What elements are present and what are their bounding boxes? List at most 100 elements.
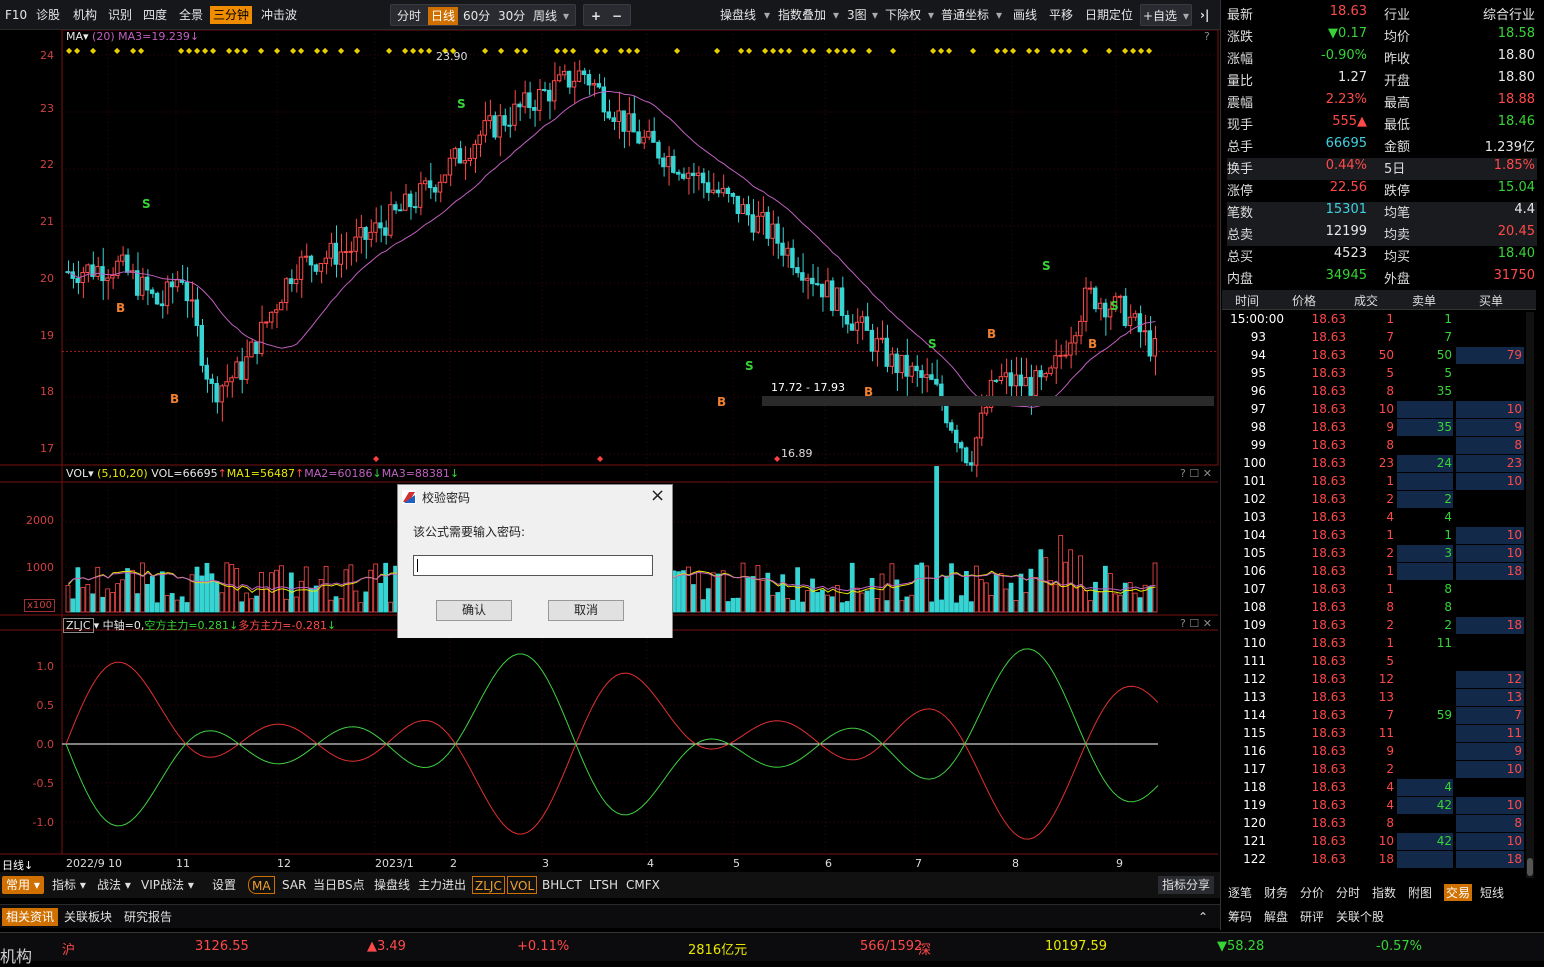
period-30min[interactable]: 30分 — [498, 9, 526, 23]
tab-zljc[interactable]: ZLJC — [472, 876, 505, 894]
trade-row[interactable]: 103 18.63 4 4 — [1222, 509, 1527, 527]
period-60min[interactable]: 60分 — [463, 9, 491, 23]
strategy-tab[interactable]: 战法 ▾ — [97, 878, 131, 892]
tab-main-flow[interactable]: 主力进出 — [418, 878, 467, 892]
tab-cmfx[interactable]: CMFX — [626, 878, 660, 892]
x-period-label[interactable]: 日线↓ — [2, 859, 34, 872]
vip-strategy-tab[interactable]: VIP战法 ▾ — [141, 878, 194, 892]
draw-line-button[interactable]: 画线 — [1013, 8, 1038, 22]
chevron-down-icon[interactable]: ▾ — [88, 467, 94, 480]
settings-tab[interactable]: 设置 — [212, 878, 237, 892]
right-tab[interactable]: 短线 — [1480, 886, 1505, 900]
trade-row[interactable]: 122 18.63 18 18 — [1222, 851, 1527, 869]
common-tab[interactable]: 常用 ▾ — [2, 876, 44, 894]
trade-row[interactable]: 115 18.63 11 11 — [1222, 725, 1527, 743]
tab-ma[interactable]: MA — [248, 876, 275, 894]
sz-label[interactable]: 深 — [918, 943, 932, 958]
trade-row[interactable]: 97 18.63 10 10 — [1222, 401, 1527, 419]
date-locate-button[interactable]: 日期定位 — [1085, 8, 1134, 22]
impact-wave-button[interactable]: 冲击波 — [261, 8, 298, 22]
trade-row[interactable]: 105 18.63 2 3 10 — [1222, 545, 1527, 563]
coordinate-menu[interactable]: 普通坐标 — [941, 8, 990, 22]
trade-row[interactable]: 99 18.63 8 8 — [1222, 437, 1527, 455]
chevron-down-icon[interactable]: ▾ — [872, 8, 879, 22]
zoom-in-button[interactable]: + — [591, 9, 602, 23]
trade-row[interactable]: 117 18.63 2 10 — [1222, 761, 1527, 779]
zljc-name[interactable]: ZLJC — [63, 618, 94, 633]
trade-row[interactable]: 100 18.63 23 24 23 — [1222, 455, 1527, 473]
right-tab[interactable]: 研评 — [1300, 910, 1325, 924]
sh-label[interactable]: 沪 — [62, 943, 76, 958]
three-chart-menu[interactable]: 3图 — [847, 8, 867, 22]
chart-area[interactable]: ◆ ◆ ◆ ◆ ◆ ◆ ◆ ◆ ◆ ◆ ◆ ◆ ◆ ◆ ◆ ◆ ◆ ◆ ◆ ◆ ◆ ◆ ◆ ◆ ◆ ◆ ◆ ◆ ◆ ◆ ◆ ◆ ◆ ◆ ◆ ◆ ◆ ◆ ◆ ◆… — [0, 30, 1220, 872]
research-report-tab[interactable]: 研究报告 — [124, 910, 173, 924]
identify-button[interactable]: 识别 — [108, 8, 133, 22]
related-sectors-tab[interactable]: 关联板块 — [64, 910, 113, 924]
tab-bhlct[interactable]: BHLCT — [542, 878, 582, 892]
right-tab[interactable]: 分价 — [1300, 886, 1325, 900]
operating-line-menu[interactable]: 操盘线 — [720, 8, 757, 22]
trade-row[interactable]: 121 18.63 10 42 10 — [1222, 833, 1527, 851]
trade-row[interactable]: 111 18.63 5 — [1222, 653, 1527, 671]
panorama-button[interactable]: 全景 — [179, 8, 204, 22]
three-minute-button[interactable]: 三分钟 — [210, 6, 253, 24]
pan-button[interactable]: 平移 — [1049, 8, 1074, 22]
panel-controls-icon[interactable]: ? ☐ ✕ — [1180, 617, 1212, 630]
trade-row[interactable]: 96 18.63 8 35 — [1222, 383, 1527, 401]
help-icon[interactable]: ? — [1204, 30, 1210, 43]
trade-row[interactable]: 120 18.63 8 8 — [1222, 815, 1527, 833]
trade-row[interactable]: 109 18.63 2 2 18 — [1222, 617, 1527, 635]
indicator-share-button[interactable]: 指标分享 — [1158, 876, 1215, 894]
kline-chart[interactable]: ◆ ◆ ◆ ◆ ◆ ◆ ◆ ◆ ◆ ◆ ◆ ◆ ◆ ◆ ◆ ◆ ◆ ◆ ◆ ◆ ◆ ◆ ◆ ◆ ◆ ◆ ◆ ◆ ◆ ◆ ◆ ◆ ◆ ◆ ◆ ◆ ◆ ◆ ◆ ◆… — [0, 30, 1220, 870]
right-tab[interactable]: 关联个股 — [1336, 910, 1385, 924]
right-tab[interactable]: 解盘 — [1264, 910, 1289, 924]
related-news-tab[interactable]: 相关资讯 — [2, 908, 59, 926]
chevron-down-icon[interactable]: ▾ — [928, 8, 935, 22]
collapse-icon[interactable]: ⌃ — [1198, 910, 1209, 924]
trade-row[interactable]: 101 18.63 1 10 — [1222, 473, 1527, 491]
trade-row[interactable]: 102 18.63 2 2 — [1222, 491, 1527, 509]
trade-row[interactable]: 108 18.63 8 8 — [1222, 599, 1527, 617]
trade-scrollbar[interactable] — [1526, 312, 1534, 878]
right-tab[interactable]: 逐笔 — [1228, 886, 1253, 900]
tab-vol[interactable]: VOL — [507, 876, 538, 894]
period-intraday[interactable]: 分时 — [397, 9, 422, 23]
period-weekly[interactable]: 周线 — [533, 9, 558, 23]
trade-row[interactable]: 104 18.63 1 1 10 — [1222, 527, 1527, 545]
trade-row[interactable]: 93 18.63 7 7 — [1222, 329, 1527, 347]
trade-row[interactable]: 118 18.63 4 4 — [1222, 779, 1527, 797]
trade-row[interactable]: 113 18.63 13 13 — [1222, 689, 1527, 707]
confirm-button[interactable]: 确认 — [436, 600, 512, 621]
add-watchlist-button[interactable]: +自选 — [1143, 9, 1178, 23]
chevron-down-icon[interactable]: ▾ — [83, 30, 89, 43]
tab-sar[interactable]: SAR — [282, 878, 307, 892]
tab-bs-point[interactable]: 当日BS点 — [313, 878, 365, 892]
tab-operating-line[interactable]: 操盘线 — [374, 878, 411, 892]
index-overlay-menu[interactable]: 指数叠加 — [778, 8, 827, 22]
chevron-down-icon[interactable]: ▾ — [563, 9, 570, 23]
indicator-tab[interactable]: 指标 ▾ — [52, 878, 86, 892]
diagnose-button[interactable]: 诊股 — [36, 8, 61, 22]
trade-row[interactable]: 98 18.63 9 35 9 — [1222, 419, 1527, 437]
trade-row[interactable]: 15:00:00 18.63 1 1 — [1222, 311, 1527, 329]
right-tab[interactable]: 指数 — [1372, 886, 1397, 900]
trade-row[interactable]: 112 18.63 12 12 — [1222, 671, 1527, 689]
period-daily[interactable]: 日线 — [428, 7, 459, 25]
four-degree-button[interactable]: 四度 — [143, 8, 168, 22]
tab-ltsh[interactable]: LTSH — [589, 878, 619, 892]
zoom-out-button[interactable]: − — [612, 9, 623, 23]
institution-button[interactable]: 机构 — [73, 8, 98, 22]
right-tab[interactable]: 交易 — [1444, 884, 1473, 901]
trade-row[interactable]: 95 18.63 5 5 — [1222, 365, 1527, 383]
trade-row[interactable]: 106 18.63 1 18 — [1222, 563, 1527, 581]
right-tab[interactable]: 附图 — [1408, 886, 1433, 900]
ex-rights-menu[interactable]: 下除权 — [885, 8, 922, 22]
right-tab[interactable]: 分时 — [1336, 886, 1361, 900]
chevron-down-icon[interactable]: ▾ — [93, 619, 100, 632]
password-input[interactable] — [413, 555, 653, 576]
trade-row[interactable]: 119 18.63 4 42 10 — [1222, 797, 1527, 815]
panel-controls-icon[interactable]: ? ☐ ✕ — [1180, 467, 1212, 480]
chevron-down-icon[interactable]: ▾ — [996, 8, 1003, 22]
chevron-down-icon[interactable]: ▾ — [833, 8, 840, 22]
trade-row[interactable]: 116 18.63 9 9 — [1222, 743, 1527, 761]
